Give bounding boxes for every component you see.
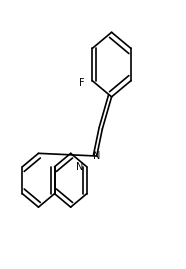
Text: F: F [79, 78, 85, 89]
Text: N: N [76, 162, 83, 172]
Text: N: N [93, 151, 100, 161]
